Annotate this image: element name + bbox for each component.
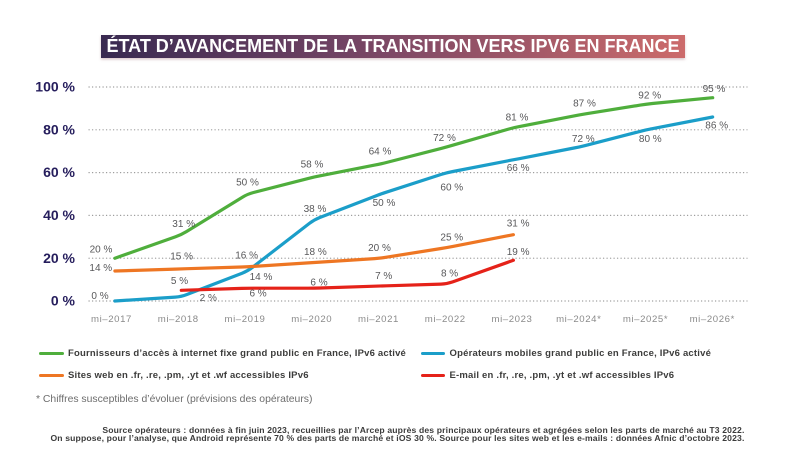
- svg-text:58 %: 58 %: [301, 160, 324, 171]
- svg-text:15 %: 15 %: [170, 251, 193, 262]
- svg-text:2 %: 2 %: [200, 293, 217, 304]
- svg-text:92 %: 92 %: [638, 91, 661, 102]
- svg-text:80 %: 80 %: [43, 121, 75, 137]
- svg-text:60 %: 60 %: [43, 164, 75, 180]
- svg-text:81 %: 81 %: [506, 112, 529, 123]
- svg-text:31 %: 31 %: [507, 219, 530, 230]
- svg-text:14 %: 14 %: [250, 272, 273, 283]
- svg-text:50 %: 50 %: [236, 178, 259, 189]
- svg-text:mi–2025*: mi–2025*: [623, 314, 668, 325]
- svg-text:72 %: 72 %: [572, 134, 595, 145]
- svg-text:20 %: 20 %: [368, 243, 391, 254]
- svg-text:7 %: 7 %: [375, 271, 392, 282]
- svg-text:mi–2021: mi–2021: [358, 314, 399, 325]
- svg-text:mi–2024*: mi–2024*: [556, 314, 601, 325]
- svg-text:8 %: 8 %: [441, 269, 458, 280]
- svg-text:80 %: 80 %: [639, 134, 662, 145]
- svg-text:mi–2018: mi–2018: [158, 314, 199, 325]
- svg-text:mi–2020: mi–2020: [291, 314, 332, 325]
- svg-text:64 %: 64 %: [369, 147, 392, 158]
- svg-text:20 %: 20 %: [43, 250, 75, 266]
- svg-text:50 %: 50 %: [373, 198, 396, 209]
- svg-text:mi–2017: mi–2017: [91, 314, 132, 325]
- svg-text:20 %: 20 %: [90, 245, 113, 256]
- svg-text:16 %: 16 %: [235, 251, 258, 262]
- svg-text:mi–2019: mi–2019: [224, 314, 265, 325]
- svg-text:60 %: 60 %: [440, 182, 463, 193]
- svg-text:0 %: 0 %: [91, 291, 108, 302]
- svg-text:25 %: 25 %: [440, 232, 463, 243]
- svg-text:95 %: 95 %: [703, 84, 726, 95]
- svg-text:31 %: 31 %: [172, 219, 195, 230]
- svg-text:14 %: 14 %: [89, 263, 112, 274]
- svg-text:mi–2023: mi–2023: [491, 314, 532, 325]
- svg-text:mi–2026*: mi–2026*: [690, 314, 735, 325]
- svg-text:86 %: 86 %: [705, 120, 728, 131]
- svg-text:38 %: 38 %: [304, 204, 327, 215]
- svg-text:66 %: 66 %: [507, 163, 530, 174]
- svg-text:19 %: 19 %: [507, 247, 530, 258]
- svg-text:mi–2022: mi–2022: [425, 314, 466, 325]
- svg-text:18 %: 18 %: [304, 247, 327, 258]
- svg-text:0 %: 0 %: [51, 293, 76, 309]
- svg-text:5 %: 5 %: [171, 276, 188, 287]
- svg-text:100 %: 100 %: [35, 79, 75, 95]
- svg-text:72 %: 72 %: [433, 133, 456, 144]
- svg-text:87 %: 87 %: [573, 99, 596, 110]
- svg-text:6 %: 6 %: [249, 288, 266, 299]
- svg-text:6 %: 6 %: [310, 277, 327, 288]
- svg-text:40 %: 40 %: [43, 207, 75, 223]
